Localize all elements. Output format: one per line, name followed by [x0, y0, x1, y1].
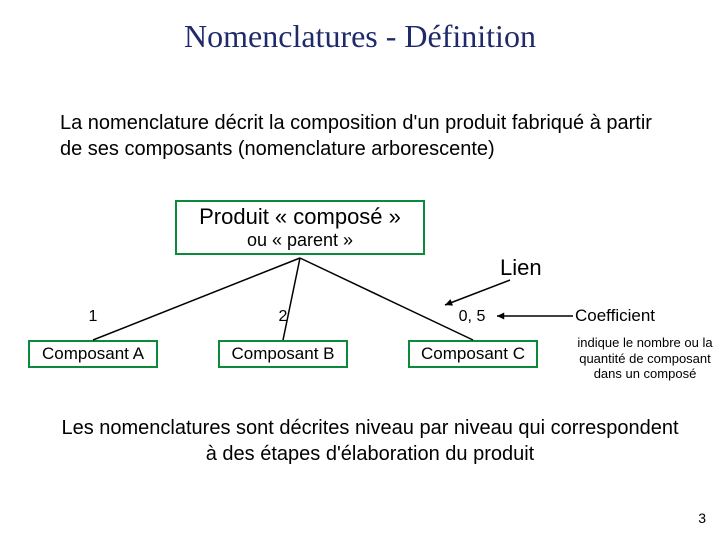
edge-label-2: 2 — [268, 308, 298, 326]
slide-title: Nomenclatures - Définition — [0, 18, 720, 55]
child-node-c: Composant C — [408, 340, 538, 368]
parent-node: Produit « composé » ou « parent » — [175, 200, 425, 255]
lien-label: Lien — [500, 255, 542, 281]
page-number: 3 — [698, 510, 706, 526]
coefficient-note: indique le nombre ou la quantité de comp… — [575, 335, 715, 382]
parent-line2: ou « parent » — [177, 230, 423, 253]
parent-line1: Produit « composé » — [177, 202, 423, 230]
coefficient-label: Coefficient — [575, 306, 655, 326]
outro-text: Les nomenclatures sont décrites niveau p… — [60, 415, 680, 467]
slide: Nomenclatures - Définition La nomenclatu… — [0, 0, 720, 540]
child-node-b: Composant B — [218, 340, 348, 368]
edge-label-1: 1 — [78, 308, 108, 326]
child-node-a: Composant A — [28, 340, 158, 368]
intro-text: La nomenclature décrit la composition d'… — [60, 110, 660, 162]
edge-label-3: 0, 5 — [452, 308, 492, 326]
